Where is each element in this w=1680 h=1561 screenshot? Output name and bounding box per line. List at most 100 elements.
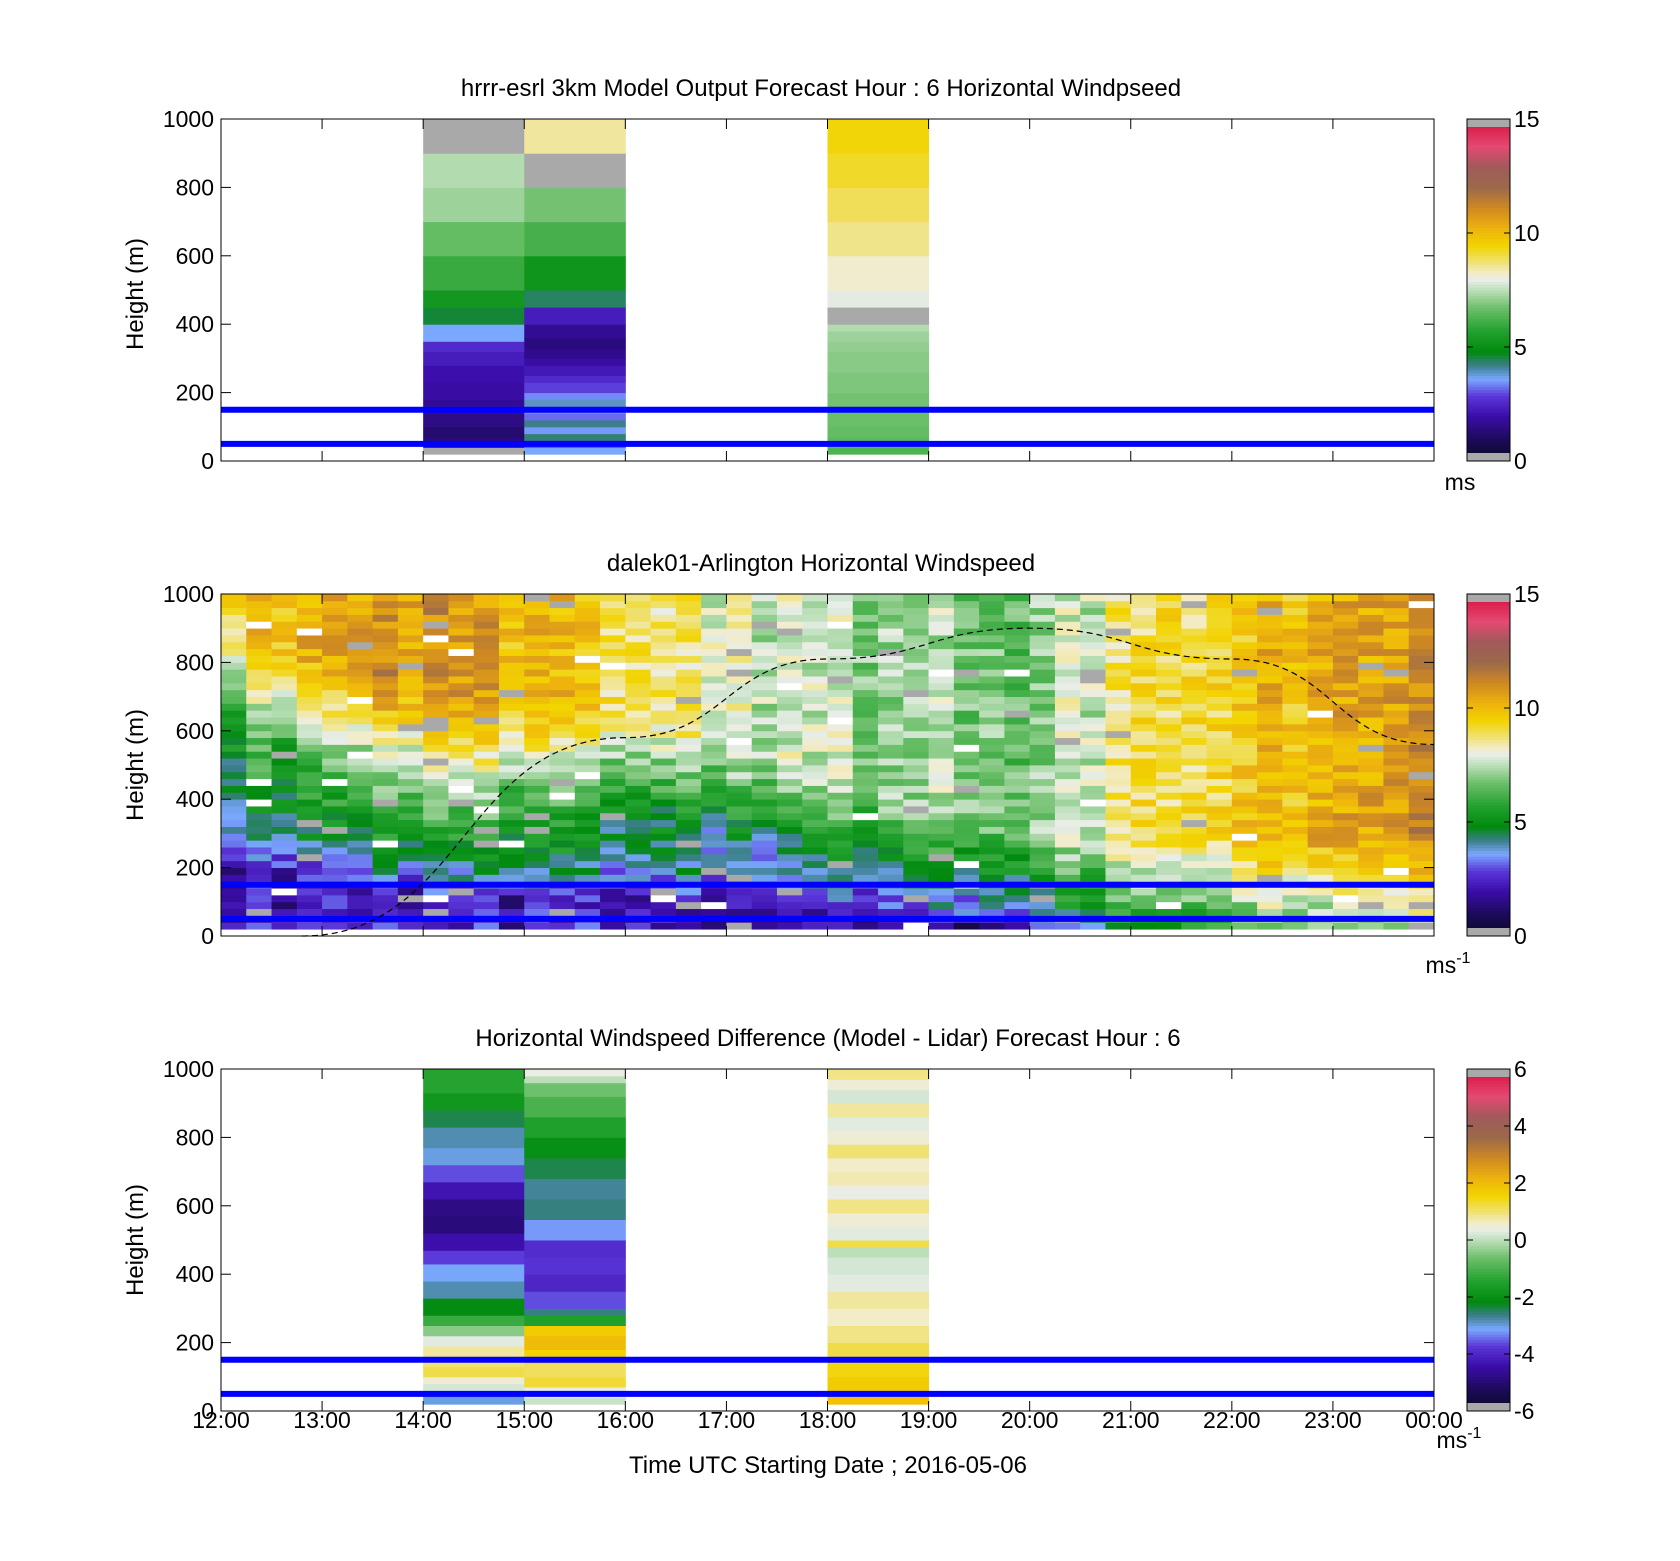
heat-cell <box>498 662 525 670</box>
heat-cell <box>979 628 1005 636</box>
colorbar-tick-label: 5 <box>1514 809 1527 835</box>
heat-cell <box>1257 662 1283 670</box>
heat-cell <box>979 894 1005 903</box>
heat-cell <box>246 765 272 773</box>
heat-cell <box>574 888 601 896</box>
heat-cell <box>827 751 854 759</box>
heat-cell <box>625 703 652 711</box>
heat-cell <box>903 901 929 910</box>
heat-cell <box>802 799 828 807</box>
heat-cell <box>928 771 955 780</box>
colorbar-swatch <box>1467 329 1510 334</box>
heat-cell <box>524 324 626 339</box>
colorbar-swatch <box>1467 765 1510 769</box>
heat-cell <box>221 799 247 807</box>
heat-cell <box>675 669 702 677</box>
colorbar-swatch <box>1467 238 1510 243</box>
heat-cell <box>423 1198 525 1217</box>
heat-cell <box>1029 799 1056 807</box>
heat-cell <box>296 908 323 916</box>
heat-cell <box>903 908 929 916</box>
heat-cell <box>1206 696 1233 704</box>
heat-cell <box>701 600 727 609</box>
heat-cell <box>827 730 854 739</box>
heat-cell <box>1105 662 1132 670</box>
heat-cell <box>1105 826 1132 834</box>
heat-cell <box>903 662 929 670</box>
heat-cell <box>675 662 702 670</box>
heat-cell <box>928 888 955 896</box>
heat-cell <box>549 819 576 827</box>
heat-cell <box>1408 847 1435 855</box>
heat-cell <box>423 662 449 670</box>
heat-cell <box>625 635 652 643</box>
heat-cell <box>498 819 525 827</box>
heat-cell <box>473 682 500 691</box>
heat-cell <box>1332 826 1359 834</box>
heat-cell <box>751 778 778 786</box>
heat-cell <box>776 682 803 691</box>
heat-cell <box>1080 628 1106 636</box>
heat-cell <box>625 662 652 670</box>
heat-cell <box>1383 799 1410 807</box>
heat-cell <box>625 717 652 725</box>
heat-cell <box>979 806 1005 814</box>
heat-cell <box>1080 922 1106 930</box>
heat-cell <box>1383 628 1410 636</box>
heat-cell <box>1130 662 1157 670</box>
heat-cell <box>878 594 904 602</box>
heat-cell <box>1029 641 1056 650</box>
heat-cell <box>675 703 702 711</box>
heat-cell <box>1231 922 1258 930</box>
heat-cell <box>1358 744 1384 752</box>
heat-cell <box>1257 847 1283 855</box>
heat-cell <box>827 1226 930 1241</box>
heat-cell <box>928 614 955 622</box>
heat-cell <box>397 908 424 916</box>
heat-cell <box>1358 600 1384 609</box>
heat-cell <box>1358 669 1384 677</box>
heat-cell <box>675 819 702 827</box>
heat-cell <box>650 594 677 602</box>
heat-cell <box>473 908 500 916</box>
colorbar-swatch <box>1467 1373 1510 1378</box>
heat-cell <box>322 758 348 766</box>
colorbar-swatch <box>1467 1151 1510 1155</box>
heat-cell <box>1080 662 1106 670</box>
heat-cell <box>574 703 601 711</box>
heat-cell <box>1004 888 1031 896</box>
heat-cell <box>1257 901 1283 910</box>
heat-cell <box>701 819 727 827</box>
heat-cell <box>423 607 449 615</box>
heat-cell <box>246 908 272 916</box>
model-output-panel: hrrr-esrl 3km Model Output Forecast Hour… <box>122 75 1540 495</box>
heat-cell <box>1105 621 1132 629</box>
heat-cell <box>1231 806 1258 814</box>
heat-cell <box>953 669 980 677</box>
heat-cell <box>271 662 298 670</box>
heat-cell <box>1181 833 1207 841</box>
heat-cell <box>953 641 980 650</box>
heat-cell <box>347 730 374 739</box>
heat-cell <box>701 867 727 875</box>
heat-cell <box>625 792 652 800</box>
heat-cell <box>221 730 247 739</box>
heat-cell <box>1383 758 1410 766</box>
heat-cell <box>1181 648 1207 656</box>
heat-cell <box>827 1212 930 1227</box>
heat-cell <box>473 840 500 848</box>
heat-cell <box>1080 655 1106 663</box>
heat-cell <box>600 799 626 807</box>
colorbar-swatch <box>1467 1240 1510 1244</box>
heat-cell <box>1105 655 1132 663</box>
heat-cell <box>1181 908 1207 916</box>
heat-cell <box>473 867 500 875</box>
heat-cell <box>827 771 854 780</box>
heat-cell <box>221 806 247 814</box>
colorbar-swatch <box>1467 261 1510 265</box>
heat-cell <box>246 655 272 663</box>
heat-cell <box>802 676 828 684</box>
colorbar-frame <box>1466 118 1511 462</box>
heat-cell <box>751 594 778 602</box>
colorbar-swatch <box>1467 321 1510 325</box>
